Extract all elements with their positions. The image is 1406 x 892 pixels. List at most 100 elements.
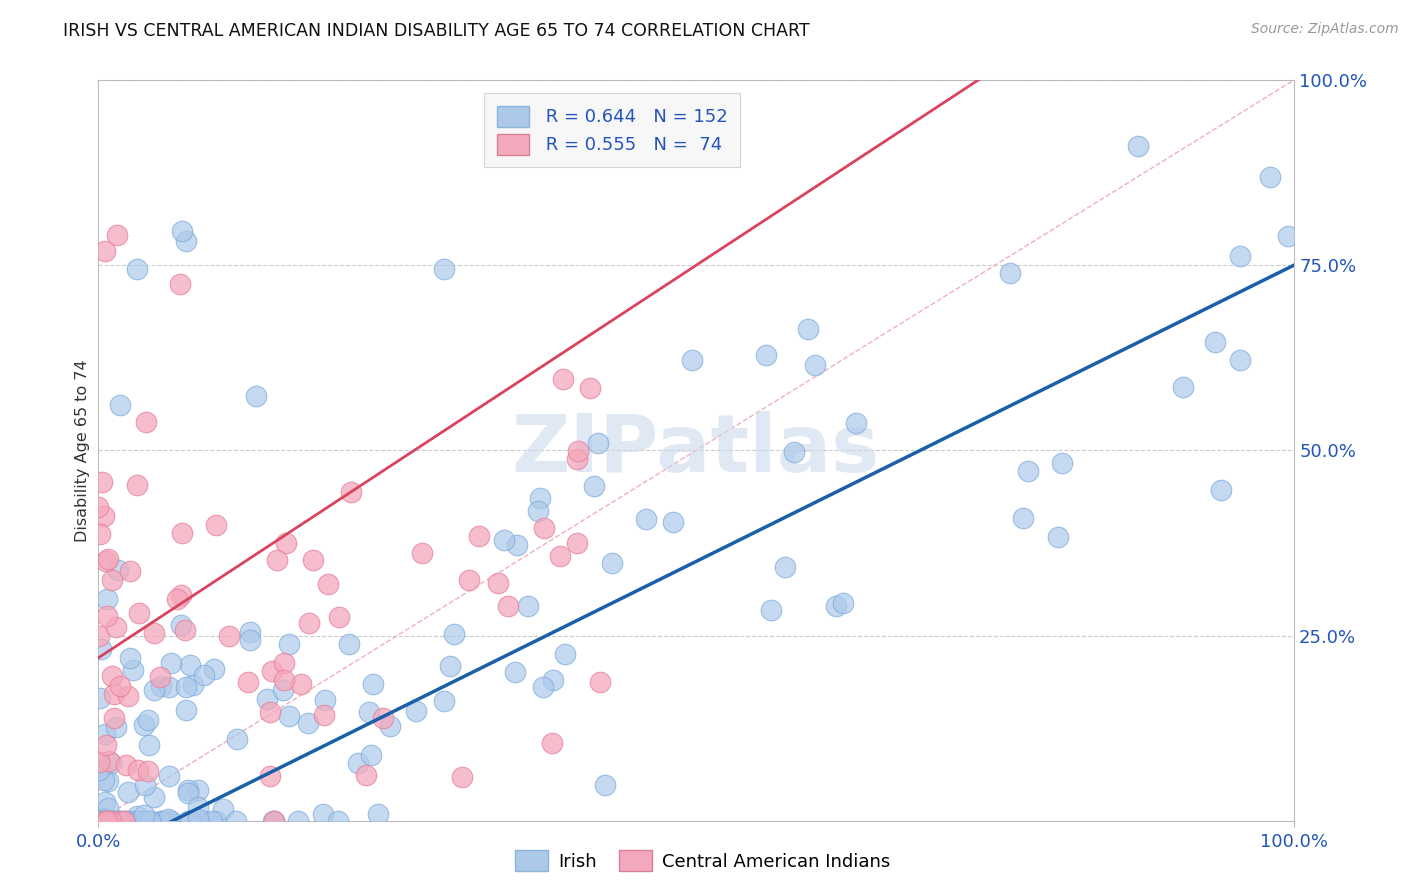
Point <box>174 681 197 695</box>
Point <box>205 517 228 532</box>
Point <box>125 809 148 823</box>
Point <box>531 680 554 694</box>
Point <box>94 795 117 809</box>
Point <box>100 814 122 828</box>
Point <box>110 814 132 828</box>
Point <box>101 574 124 588</box>
Point <box>259 769 281 783</box>
Point <box>101 669 124 683</box>
Point <box>128 606 150 620</box>
Point <box>226 731 249 746</box>
Point <box>87 814 110 828</box>
Point <box>150 814 173 828</box>
Point <box>337 637 360 651</box>
Point <box>96 609 118 624</box>
Point <box>529 491 551 505</box>
Point <box>1277 229 1299 244</box>
Point <box>101 814 124 828</box>
Point <box>114 814 136 828</box>
Point <box>411 546 433 560</box>
Point <box>804 358 827 372</box>
Point <box>451 770 474 784</box>
Point <box>187 813 209 827</box>
Point <box>263 814 285 828</box>
Point <box>135 415 157 429</box>
Point <box>582 479 605 493</box>
Point <box>135 814 157 828</box>
Point <box>593 778 616 792</box>
Point <box>97 551 120 566</box>
Point <box>457 573 479 587</box>
Point <box>516 599 538 613</box>
Point <box>122 664 145 678</box>
Point <box>278 637 301 651</box>
Point <box>160 814 183 828</box>
Point <box>132 814 155 828</box>
Point <box>202 662 225 676</box>
Point <box>201 814 224 828</box>
Point <box>263 814 285 828</box>
Point <box>600 556 623 570</box>
Point <box>361 677 384 691</box>
Point <box>782 445 804 459</box>
Point <box>346 756 368 770</box>
Point <box>1017 464 1039 478</box>
Point <box>1211 483 1233 497</box>
Point <box>662 515 685 529</box>
Point <box>136 764 159 778</box>
Point <box>97 800 120 814</box>
Point <box>100 756 122 771</box>
Point <box>112 814 135 828</box>
Point <box>94 814 117 828</box>
Point <box>506 537 529 551</box>
Point <box>127 814 149 828</box>
Point <box>125 814 148 828</box>
Point <box>260 664 283 678</box>
Point <box>170 224 193 238</box>
Point <box>90 475 112 490</box>
Point <box>108 399 131 413</box>
Point <box>94 814 117 828</box>
Point <box>93 812 115 826</box>
Point <box>94 727 117 741</box>
Point <box>166 592 188 607</box>
Point <box>367 807 389 822</box>
Point <box>256 692 278 706</box>
Point <box>360 747 382 762</box>
Point <box>120 564 142 578</box>
Point <box>104 814 127 828</box>
Text: ZIPatlas: ZIPatlas <box>512 411 880 490</box>
Point <box>148 670 170 684</box>
Point <box>271 683 294 698</box>
Point <box>149 814 172 828</box>
Point <box>136 814 159 828</box>
Point <box>103 711 125 725</box>
Point <box>127 764 149 778</box>
Point <box>312 708 335 723</box>
Point <box>159 656 181 670</box>
Point <box>96 591 118 606</box>
Point <box>543 673 565 688</box>
Point <box>129 814 152 828</box>
Point <box>314 693 336 707</box>
Point <box>170 588 193 602</box>
Point <box>90 814 112 828</box>
Point <box>239 632 262 647</box>
Point <box>357 706 380 720</box>
Point <box>586 436 609 450</box>
Point <box>97 754 120 768</box>
Point <box>157 769 180 783</box>
Point <box>239 624 262 639</box>
Point <box>93 508 115 523</box>
Point <box>193 668 215 682</box>
Point <box>551 372 574 386</box>
Point <box>371 711 394 725</box>
Point <box>1171 379 1194 393</box>
Point <box>94 244 117 259</box>
Point <box>1229 249 1251 263</box>
Point <box>245 389 267 403</box>
Point <box>1229 353 1251 368</box>
Point <box>274 536 297 550</box>
Point <box>108 814 131 828</box>
Point <box>87 500 110 514</box>
